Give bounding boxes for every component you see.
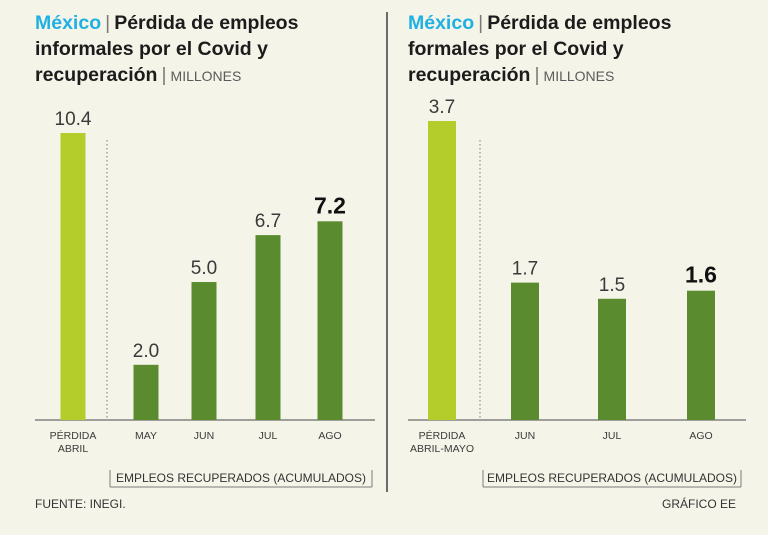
- panel-divider: [386, 12, 388, 492]
- unit-separator: |: [534, 64, 540, 86]
- tick-label-line: PÉRDIDA: [419, 429, 466, 442]
- bar: [511, 282, 539, 420]
- unit-separator: |: [161, 64, 167, 86]
- tick-label: JUN: [194, 430, 214, 442]
- chart-country: México: [35, 12, 102, 34]
- chart-country: México: [408, 12, 475, 34]
- chart-title: México | Pérdida de empleos formales por e…: [408, 10, 753, 89]
- title-separator: |: [478, 12, 484, 34]
- tick-label-line: ABRIL: [58, 443, 89, 455]
- title-separator: |: [105, 12, 111, 34]
- bar: [687, 290, 715, 420]
- data-label: 6.7: [255, 211, 281, 232]
- data-label: 1.5: [599, 275, 625, 296]
- bar: [191, 282, 217, 420]
- chart-unit: MILLONES: [543, 68, 615, 84]
- bar: [428, 121, 456, 420]
- chart-title-text: Pérdida de empleos informales por el Cov…: [35, 12, 299, 86]
- tick-label-line: ABRIL-MAYO: [410, 443, 474, 455]
- tick-label: MAY: [135, 430, 157, 442]
- tick-label: PÉRDIDA ABRIL-MAYO: [410, 429, 474, 455]
- data-label: 1.7: [512, 259, 538, 280]
- data-label: 3.7: [429, 97, 455, 118]
- chart-unit: MILLONES: [170, 68, 242, 84]
- tick-label: AGO: [318, 430, 341, 442]
- data-label: 2.0: [133, 341, 159, 362]
- data-label: 10.4: [55, 109, 92, 130]
- formal-jobs-chart-panel: México | Pérdida de empleos formales por e…: [386, 0, 768, 490]
- bar: [598, 298, 626, 420]
- group-label: EMPLEOS RECUPERADOS (ACUMULADOS): [116, 471, 366, 485]
- graphic-credit: GRÁFICO EE: [661, 497, 736, 511]
- informal-jobs-bar-chart: 10.4 PÉRDIDA ABRIL 2.0 MAY 5.0 JUN 6.7 JUL 7.2 AGO…: [35, 109, 375, 488]
- tick-label: JUL: [259, 430, 278, 442]
- tick-label: JUL: [603, 430, 622, 442]
- group-label: EMPLEOS RECUPERADOS (ACUMULADOS): [487, 471, 737, 485]
- data-label: 5.0: [191, 258, 217, 279]
- tick-label: AGO: [689, 430, 712, 442]
- tick-label: JUN: [515, 430, 535, 442]
- bar: [133, 364, 159, 420]
- bar: [255, 235, 281, 420]
- informal-jobs-chart-panel: México | Pérdida de empleos informales por…: [0, 0, 382, 490]
- data-label: 1.6: [685, 262, 717, 288]
- bar: [317, 221, 343, 420]
- chart-title-text: Pérdida de empleos formales por el Covid…: [408, 12, 672, 86]
- chart-title: México | Pérdida de empleos informales por…: [35, 10, 380, 89]
- source-note: FUENTE: INEGI.: [35, 497, 126, 511]
- tick-label: PÉRDIDA ABRIL: [50, 429, 97, 455]
- tick-label-line: PÉRDIDA: [50, 429, 97, 442]
- bar: [60, 133, 86, 420]
- data-label: 7.2: [314, 192, 346, 218]
- formal-jobs-bar-chart: 3.7 PÉRDIDA ABRIL-MAYO 1.7 JUN 1.5 JUL 1.6 AGO EM…: [408, 97, 746, 488]
